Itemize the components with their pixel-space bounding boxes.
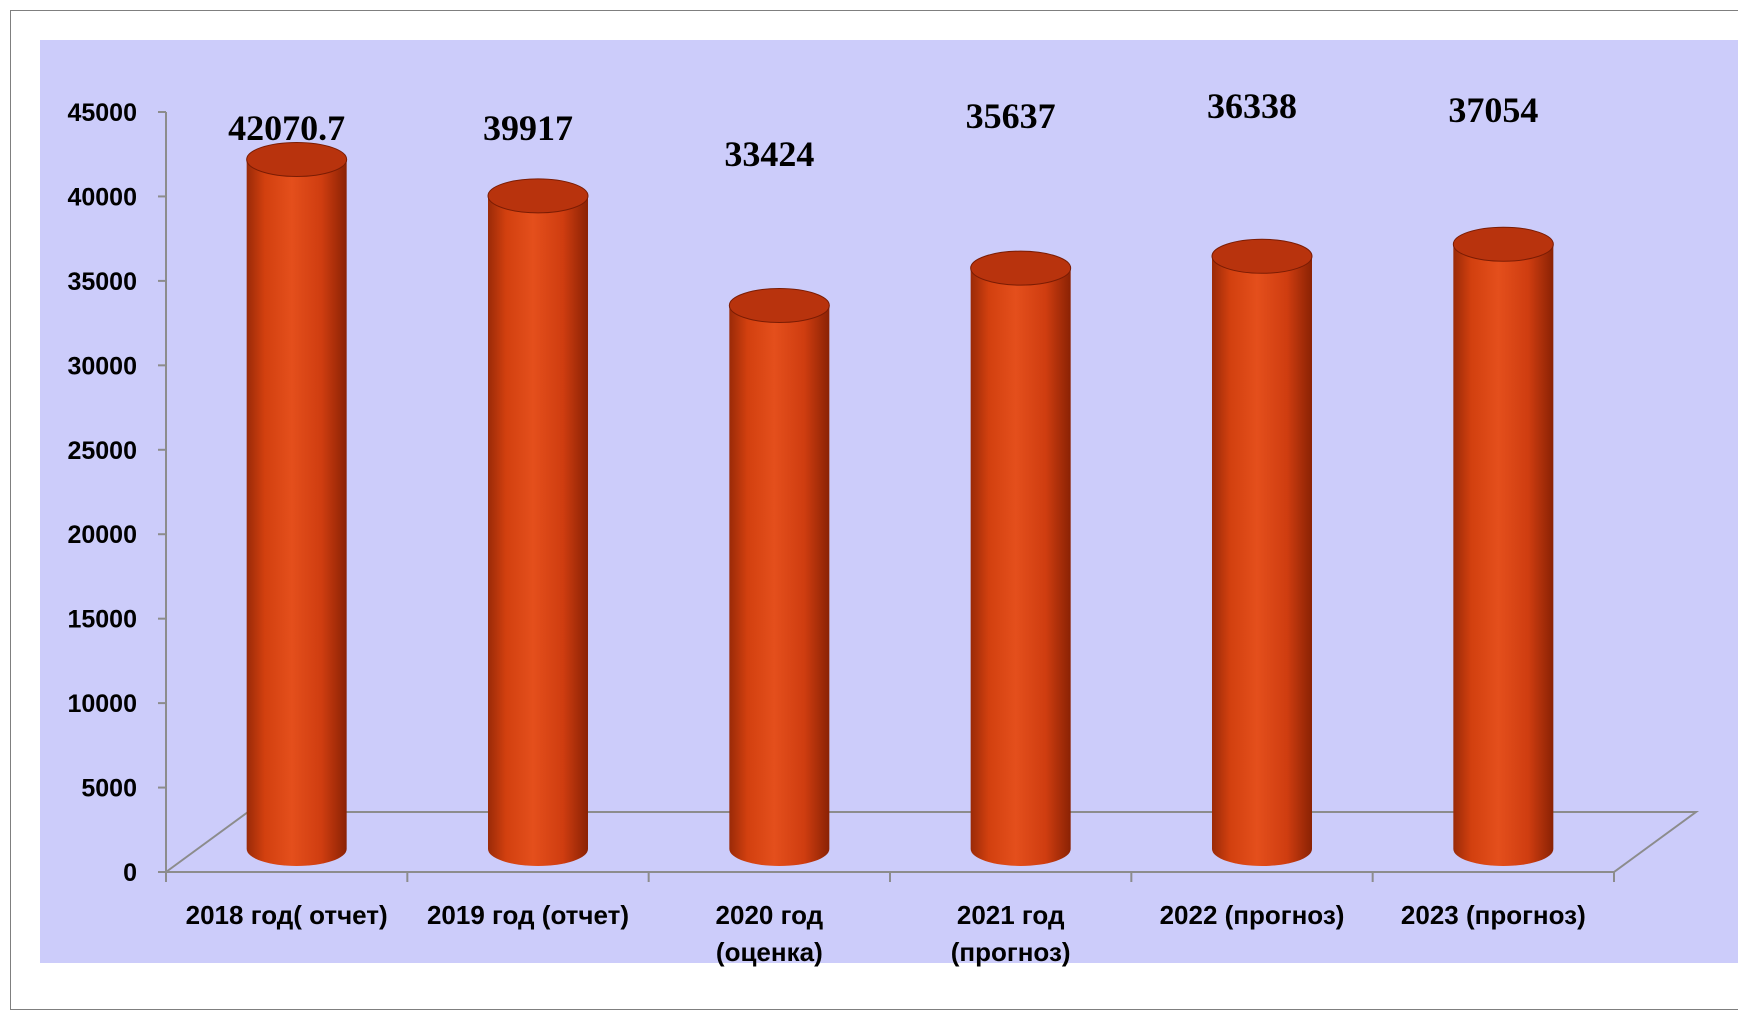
bar — [728, 288, 830, 867]
bar — [970, 250, 1072, 866]
bar-top — [728, 288, 830, 324]
bars — [246, 141, 1554, 867]
bar — [487, 178, 589, 866]
x-tick-label: 2019 год (отчет) — [427, 900, 629, 930]
x-tick-label: 2021 год (прогноз) — [951, 900, 1071, 967]
y-tick-label: 15000 — [67, 606, 137, 634]
y-axis: 0 5000 10000 15000 20000 25000 30000 35000 40000… — [67, 99, 167, 887]
x-axis: 2018 год( отчет) 2019 год (отчет) 2020 год… — [165, 871, 1615, 967]
bar — [1211, 238, 1313, 866]
x-tick-label: 2023 (прогноз) — [1401, 900, 1586, 930]
data-label: 35637 — [966, 96, 1056, 136]
y-tick-label: 45000 — [67, 99, 137, 127]
x-tick-label: 2018 год( отчет) — [186, 900, 388, 930]
bar — [246, 141, 348, 866]
y-tick-label: 0 — [123, 859, 137, 887]
data-label: 36338 — [1207, 86, 1297, 126]
data-labels: 42070.7 39917 33424 35637 36338 37054 — [228, 86, 1538, 174]
x-tick-label: 2022 (прогноз) — [1160, 900, 1345, 930]
bar-top — [487, 178, 589, 214]
bar-body — [1453, 244, 1554, 867]
x-tick-label: 2020 год (оценка) — [716, 900, 824, 967]
y-tick-label: 25000 — [67, 437, 137, 465]
y-tick-label: 10000 — [67, 690, 137, 718]
bar-body — [246, 159, 347, 866]
bar-top — [1211, 238, 1313, 274]
bar-body — [970, 268, 1071, 866]
data-label: 42070.7 — [228, 108, 345, 148]
y-tick-label: 30000 — [67, 352, 137, 380]
data-label: 37054 — [1448, 90, 1538, 130]
data-label: 33424 — [724, 134, 814, 174]
bar-body — [1212, 256, 1312, 866]
bar-body — [488, 195, 588, 866]
y-tick-label: 35000 — [67, 268, 137, 296]
bar-chart: 0 5000 10000 15000 20000 25000 30000 35000 40000… — [40, 40, 1738, 967]
y-tick-label: 20000 — [67, 521, 137, 549]
bar-top — [1452, 226, 1554, 262]
y-tick-label: 40000 — [67, 183, 137, 211]
bar — [1452, 226, 1554, 867]
bar-top — [246, 141, 348, 177]
bar-body — [729, 305, 830, 867]
bar-top — [970, 250, 1072, 286]
data-label: 39917 — [483, 108, 573, 148]
y-tick-label: 5000 — [81, 775, 137, 803]
